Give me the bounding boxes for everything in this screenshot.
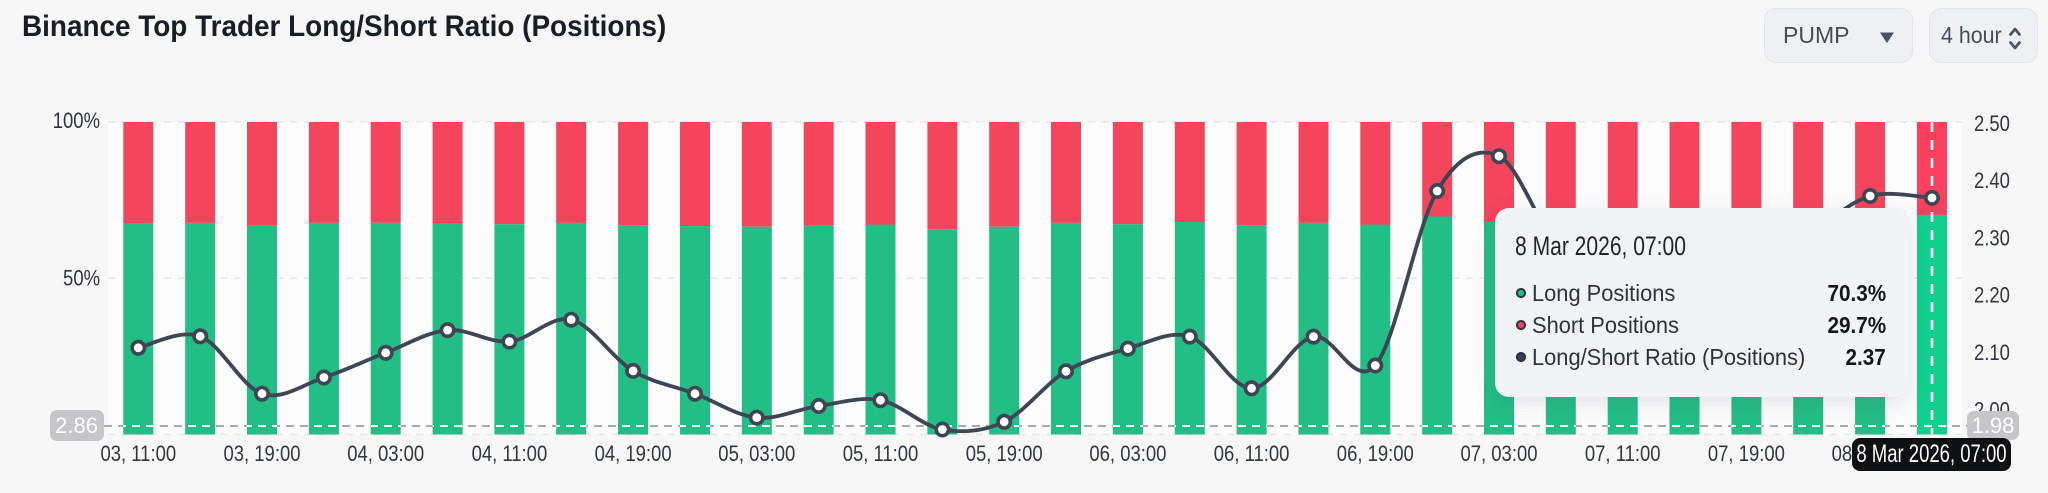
svg-text:07, 11:00: 07, 11:00 <box>1585 443 1661 467</box>
svg-text:04, 11:00: 04, 11:00 <box>472 443 548 467</box>
svg-text:2.50: 2.50 <box>1974 112 2010 136</box>
svg-text:03, 19:00: 03, 19:00 <box>223 443 300 467</box>
svg-text:06, 11:00: 06, 11:00 <box>1214 443 1290 467</box>
svg-text:06, 03:00: 06, 03:00 <box>1089 443 1166 467</box>
svg-text:05, 11:00: 05, 11:00 <box>843 443 919 467</box>
svg-text:50%: 50% <box>63 267 100 291</box>
svg-text:2.20: 2.20 <box>1974 284 2010 308</box>
svg-text:100%: 100% <box>53 110 100 134</box>
svg-text:07, 19:00: 07, 19:00 <box>1708 443 1785 467</box>
svg-text:2.30: 2.30 <box>1974 227 2010 251</box>
svg-text:07, 03:00: 07, 03:00 <box>1460 443 1537 467</box>
svg-text:04, 19:00: 04, 19:00 <box>595 443 672 467</box>
svg-text:06, 19:00: 06, 19:00 <box>1337 443 1414 467</box>
svg-text:03, 11:00: 03, 11:00 <box>100 443 176 467</box>
svg-text:2.10: 2.10 <box>1974 342 2010 366</box>
svg-text:2.40: 2.40 <box>1974 170 2010 194</box>
svg-text:05, 19:00: 05, 19:00 <box>966 443 1043 467</box>
svg-text:04, 03:00: 04, 03:00 <box>347 443 424 467</box>
svg-text:05, 03:00: 05, 03:00 <box>718 443 795 467</box>
